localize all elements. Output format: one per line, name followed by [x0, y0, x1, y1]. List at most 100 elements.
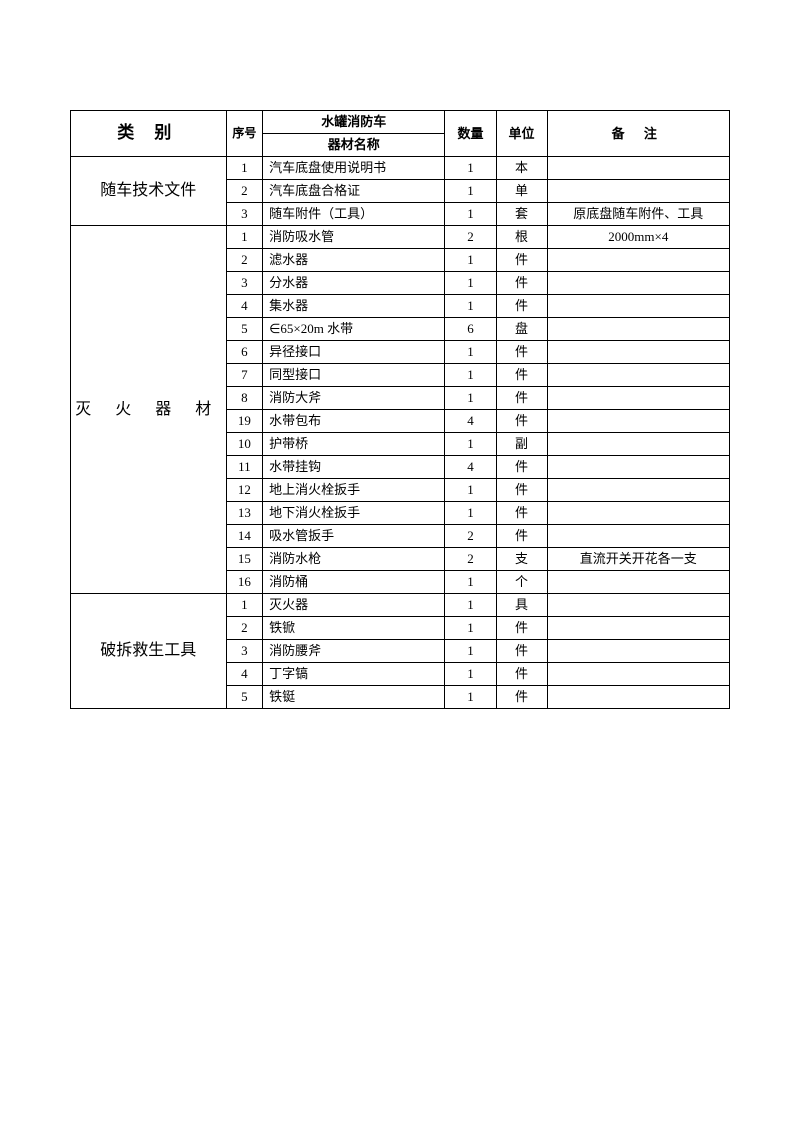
- seq-cell: 16: [226, 571, 262, 594]
- unit-cell: 件: [496, 479, 547, 502]
- name-cell: 消防腰斧: [263, 640, 445, 663]
- unit-cell: 件: [496, 341, 547, 364]
- qty-cell: 6: [445, 318, 496, 341]
- qty-cell: 2: [445, 548, 496, 571]
- qty-cell: 1: [445, 249, 496, 272]
- note-cell: [547, 364, 729, 387]
- note-cell: 2000mm×4: [547, 226, 729, 249]
- qty-cell: 2: [445, 525, 496, 548]
- category-cell: 破拆救生工具: [71, 594, 227, 709]
- seq-cell: 4: [226, 663, 262, 686]
- unit-cell: 件: [496, 364, 547, 387]
- seq-cell: 6: [226, 341, 262, 364]
- seq-cell: 10: [226, 433, 262, 456]
- note-cell: [547, 272, 729, 295]
- note-cell: [547, 502, 729, 525]
- name-cell: 铁铤: [263, 686, 445, 709]
- equipment-table: 类 别 序号 水罐消防车 数量 单位 备 注 器材名称 随车技术文件1汽车底盘使…: [70, 110, 730, 709]
- name-cell: 汽车底盘使用说明书: [263, 157, 445, 180]
- name-cell: 地下消火栓扳手: [263, 502, 445, 525]
- seq-cell: 3: [226, 640, 262, 663]
- note-cell: [547, 456, 729, 479]
- seq-cell: 14: [226, 525, 262, 548]
- name-cell: 消防吸水管: [263, 226, 445, 249]
- header-seq: 序号: [226, 111, 262, 157]
- qty-cell: 4: [445, 410, 496, 433]
- header-note: 备 注: [547, 111, 729, 157]
- note-cell: [547, 318, 729, 341]
- seq-cell: 2: [226, 249, 262, 272]
- seq-cell: 3: [226, 272, 262, 295]
- table-row: 随车技术文件1汽车底盘使用说明书1本: [71, 157, 730, 180]
- name-cell: 丁字镐: [263, 663, 445, 686]
- note-cell: [547, 686, 729, 709]
- note-cell: [547, 341, 729, 364]
- seq-cell: 5: [226, 686, 262, 709]
- note-cell: [547, 525, 729, 548]
- seq-cell: 3: [226, 203, 262, 226]
- name-cell: ∈65×20m 水带: [263, 318, 445, 341]
- unit-cell: 件: [496, 525, 547, 548]
- table-row: 破拆救生工具1灭火器1具: [71, 594, 730, 617]
- name-cell: 地上消火栓扳手: [263, 479, 445, 502]
- name-cell: 滤水器: [263, 249, 445, 272]
- header-seq-text: 序号: [232, 126, 256, 140]
- unit-cell: 件: [496, 249, 547, 272]
- unit-cell: 支: [496, 548, 547, 571]
- category-cell: 随车技术文件: [71, 157, 227, 226]
- qty-cell: 1: [445, 341, 496, 364]
- seq-cell: 2: [226, 180, 262, 203]
- qty-cell: 1: [445, 387, 496, 410]
- note-cell: [547, 157, 729, 180]
- qty-cell: 2: [445, 226, 496, 249]
- seq-cell: 7: [226, 364, 262, 387]
- qty-cell: 1: [445, 686, 496, 709]
- header-category: 类 别: [71, 111, 227, 157]
- unit-cell: 件: [496, 663, 547, 686]
- unit-cell: 套: [496, 203, 547, 226]
- name-cell: 护带桥: [263, 433, 445, 456]
- seq-cell: 1: [226, 226, 262, 249]
- unit-cell: 件: [496, 456, 547, 479]
- name-cell: 铁锨: [263, 617, 445, 640]
- unit-cell: 件: [496, 410, 547, 433]
- note-cell: [547, 180, 729, 203]
- unit-cell: 盘: [496, 318, 547, 341]
- note-cell: [547, 387, 729, 410]
- header-qty: 数量: [445, 111, 496, 157]
- qty-cell: 1: [445, 571, 496, 594]
- name-cell: 灭火器: [263, 594, 445, 617]
- seq-cell: 13: [226, 502, 262, 525]
- qty-cell: 1: [445, 640, 496, 663]
- qty-cell: 4: [445, 456, 496, 479]
- category-cell: 灭 火 器 材: [71, 226, 227, 594]
- qty-cell: 1: [445, 617, 496, 640]
- name-cell: 吸水管扳手: [263, 525, 445, 548]
- note-cell: [547, 479, 729, 502]
- unit-cell: 件: [496, 272, 547, 295]
- name-cell: 汽车底盘合格证: [263, 180, 445, 203]
- unit-cell: 件: [496, 502, 547, 525]
- qty-cell: 1: [445, 272, 496, 295]
- seq-cell: 4: [226, 295, 262, 318]
- note-cell: 直流开关开花各一支: [547, 548, 729, 571]
- seq-cell: 1: [226, 594, 262, 617]
- table-header: 类 别 序号 水罐消防车 数量 单位 备 注 器材名称: [71, 111, 730, 157]
- unit-cell: 件: [496, 640, 547, 663]
- unit-cell: 件: [496, 686, 547, 709]
- seq-cell: 2: [226, 617, 262, 640]
- qty-cell: 1: [445, 502, 496, 525]
- note-cell: [547, 295, 729, 318]
- qty-cell: 1: [445, 157, 496, 180]
- note-cell: [547, 433, 729, 456]
- note-cell: 原底盘随车附件、工具: [547, 203, 729, 226]
- qty-cell: 1: [445, 663, 496, 686]
- table-body: 随车技术文件1汽车底盘使用说明书1本2汽车底盘合格证1单3随车附件（工具）1套原…: [71, 157, 730, 709]
- unit-cell: 个: [496, 571, 547, 594]
- unit-cell: 件: [496, 295, 547, 318]
- note-cell: [547, 571, 729, 594]
- unit-cell: 具: [496, 594, 547, 617]
- name-cell: 随车附件（工具）: [263, 203, 445, 226]
- qty-cell: 1: [445, 364, 496, 387]
- name-cell: 消防桶: [263, 571, 445, 594]
